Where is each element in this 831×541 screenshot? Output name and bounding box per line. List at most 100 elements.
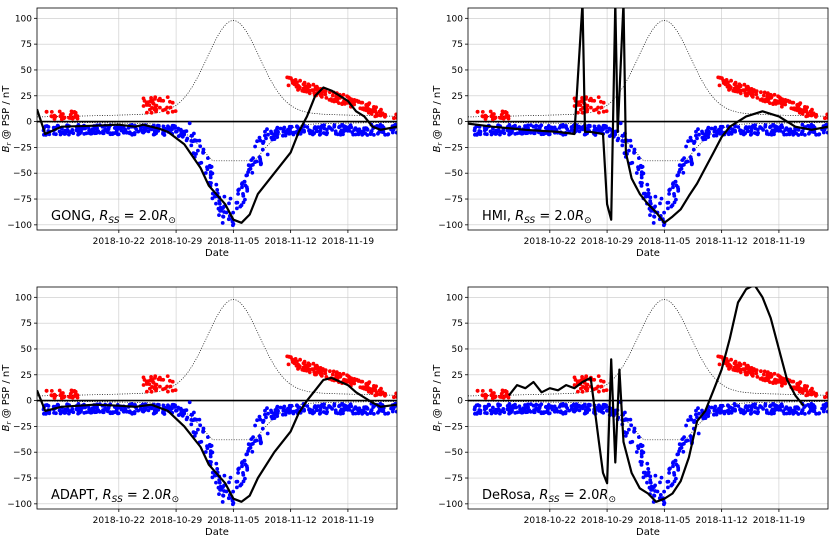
scatter-point-negative [112, 410, 117, 415]
scatter-point-negative [166, 124, 170, 129]
scatter-point-negative [806, 124, 810, 128]
scatter-point-negative [476, 403, 480, 407]
scatter-point-negative [636, 446, 641, 451]
scatter-point-negative [581, 406, 585, 410]
scatter-point-negative [228, 196, 233, 201]
scatter-point-negative [287, 131, 292, 136]
scatter-point-negative [472, 407, 477, 412]
scatter-point-positive [300, 88, 305, 93]
scatter-point-negative [807, 410, 811, 415]
scatter-point-positive [304, 368, 309, 373]
scatter-point-negative [67, 132, 71, 137]
scatter-point-positive [501, 110, 506, 115]
scatter-point-negative [235, 206, 239, 211]
scatter-point-negative [365, 406, 370, 411]
scatter-point-negative [513, 402, 517, 407]
scatter-point-positive [805, 390, 810, 395]
scatter-point-negative [217, 492, 221, 496]
scatter-point-positive [791, 379, 796, 384]
x-axis-label: Date [636, 527, 660, 538]
scatter-point-negative [662, 489, 666, 494]
scatter-point-negative [478, 132, 483, 137]
scatter-point-positive [300, 367, 305, 372]
scatter-point-negative [718, 404, 723, 409]
scatter-point-negative [375, 124, 379, 128]
scatter-point-negative [779, 123, 784, 128]
scatter-point-positive [170, 100, 175, 105]
scatter-point-negative [648, 480, 653, 485]
scatter-point-positive [760, 97, 764, 102]
scatter-point-positive [366, 381, 371, 386]
scatter-point-negative [546, 403, 551, 407]
scatter-point-negative [543, 126, 548, 130]
scatter-point-positive [292, 361, 297, 366]
scatter-point-positive [731, 367, 736, 372]
scatter-point-negative [376, 131, 380, 136]
scatter-point-negative [565, 127, 570, 132]
scatter-point-negative [63, 407, 67, 412]
scatter-point-negative [745, 127, 750, 131]
scatter-point-positive [53, 393, 58, 398]
scatter-point-negative [602, 402, 607, 407]
scatter-point-negative [54, 132, 58, 137]
panel-label: ADAPT, RSS = 2.0R⊙ [51, 488, 179, 505]
scatter-point-negative [356, 132, 361, 137]
scatter-point-negative [116, 411, 121, 416]
scatter-point-negative [475, 411, 480, 415]
scatter-point-negative [809, 401, 814, 406]
x-tick-label: 2018-11-05 [207, 237, 259, 247]
scatter-point-negative [525, 409, 529, 414]
scatter-point-negative [726, 411, 731, 416]
scatter-point-positive [762, 369, 767, 374]
scatter-point-negative [227, 480, 231, 485]
scatter-point-negative [222, 473, 227, 478]
scatter-point-positive [49, 389, 54, 393]
scatter-point-positive [73, 394, 78, 398]
scatter-point-positive [347, 375, 352, 380]
scatter-point-negative [171, 402, 176, 407]
scatter-point-negative [583, 402, 587, 407]
scatter-point-negative [54, 411, 58, 416]
scatter-point-negative [637, 435, 641, 439]
scatter-point-positive [738, 370, 743, 375]
scatter-point-negative [357, 406, 362, 411]
x-tick-label: 2018-11-19 [322, 516, 375, 526]
scatter-point-positive [729, 357, 733, 362]
scatter-point-negative [684, 423, 688, 428]
scatter-point-positive [748, 91, 753, 96]
scatter-point-positive [749, 366, 754, 370]
scatter-point-negative [719, 128, 723, 133]
scatter-point-negative [339, 128, 344, 133]
scatter-point-negative [569, 407, 574, 411]
scatter-point-negative [671, 464, 675, 469]
scatter-point-positive [145, 110, 149, 115]
scatter-point-negative [261, 139, 266, 144]
scatter-point-negative [240, 461, 244, 465]
upper-envelope-curve [468, 20, 828, 118]
scatter-point-negative [672, 200, 677, 205]
scatter-point-negative [706, 126, 710, 131]
scatter-point-negative [365, 412, 370, 416]
scatter-point-positive [804, 387, 809, 392]
scatter-point-positive [170, 388, 175, 393]
scatter-point-negative [519, 407, 524, 412]
scatter-point-positive [777, 378, 782, 383]
scatter-point-negative [124, 409, 129, 414]
scatter-point-positive [579, 99, 584, 104]
scatter-point-negative [668, 466, 672, 471]
scatter-point-positive [599, 384, 604, 389]
lower-envelope-curve [37, 400, 397, 441]
scatter-point-negative [320, 402, 324, 407]
scatter-point-negative [189, 139, 194, 143]
scatter-point-negative [288, 407, 292, 412]
scatter-point-negative [244, 452, 249, 457]
scatter-point-positive [765, 98, 770, 102]
scatter-point-negative [216, 206, 221, 211]
scatter-point-negative [62, 411, 67, 415]
scatter-point-positive [480, 110, 485, 114]
scatter-point-negative [628, 417, 633, 422]
scatter-point-negative [249, 163, 254, 168]
scatter-point-negative [264, 415, 268, 420]
scatter-point-positive [804, 393, 809, 398]
scatter-point-negative [605, 408, 609, 413]
